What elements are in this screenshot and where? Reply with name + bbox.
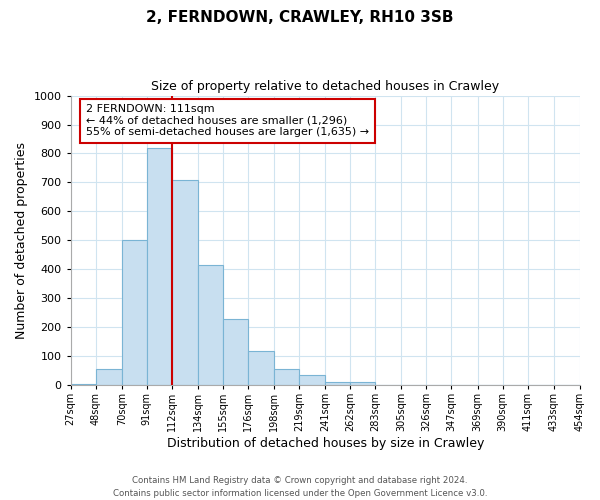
Y-axis label: Number of detached properties: Number of detached properties	[15, 142, 28, 339]
Bar	[95, 368, 122, 385]
Bar	[274, 368, 299, 385]
Text: 2, FERNDOWN, CRAWLEY, RH10 3SB: 2, FERNDOWN, CRAWLEY, RH10 3SB	[146, 10, 454, 25]
Bar	[325, 382, 350, 385]
Bar	[198, 265, 223, 385]
Text: 2 FERNDOWN: 111sqm
← 44% of detached houses are smaller (1,296)
55% of semi-deta: 2 FERNDOWN: 111sqm ← 44% of detached hou…	[86, 104, 369, 138]
Bar	[172, 180, 198, 385]
Text: Contains HM Land Registry data © Crown copyright and database right 2024.
Contai: Contains HM Land Registry data © Crown c…	[113, 476, 487, 498]
Title: Size of property relative to detached houses in Crawley: Size of property relative to detached ho…	[151, 80, 499, 93]
Bar	[299, 375, 325, 385]
Bar	[147, 148, 172, 385]
Bar	[122, 240, 147, 385]
Bar	[71, 384, 95, 385]
X-axis label: Distribution of detached houses by size in Crawley: Distribution of detached houses by size …	[167, 437, 484, 450]
Bar	[223, 318, 248, 385]
Bar	[248, 351, 274, 385]
Bar	[350, 382, 375, 385]
